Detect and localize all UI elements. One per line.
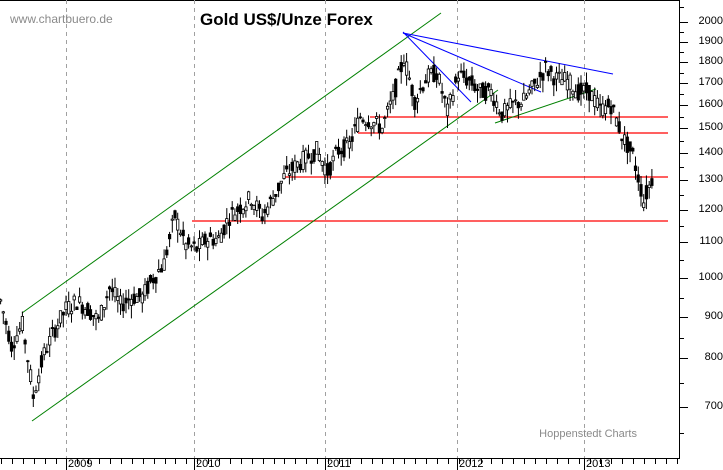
- fan-line-1: [402, 31, 472, 103]
- watermark: www.chartbuero.de: [10, 12, 113, 26]
- y-tick-label: 1900: [698, 35, 723, 47]
- y-tick-label: 2000: [698, 15, 723, 27]
- y-tick-label: 900: [704, 310, 723, 322]
- fan-line-3: [402, 32, 614, 75]
- y-tick-label: 800: [704, 351, 723, 363]
- y-tick-label: 1700: [698, 76, 723, 88]
- vertical-gridlines: [66, 0, 585, 458]
- chart-title: Gold US$/Unze Forex: [200, 10, 373, 29]
- x-tick-label-2009: 2009: [68, 458, 93, 470]
- x-axis-ticks: [1, 458, 678, 470]
- y-tick-label: 1800: [698, 55, 723, 67]
- y-tick-label: 1300: [698, 173, 723, 185]
- y-tick-label: 1500: [698, 121, 723, 133]
- y-axis-ticks: [680, 7, 688, 434]
- x-tick-label-2013: 2013: [586, 458, 611, 470]
- price-bars: [0, 53, 654, 407]
- chart-credit: Hoppenstedt Charts: [539, 428, 637, 440]
- x-tick-label-2011: 2011: [327, 458, 351, 470]
- upper-channel-line: [21, 12, 442, 314]
- x-tick-label-2012: 2012: [459, 458, 484, 470]
- y-tick-label: 1200: [698, 203, 723, 215]
- y-tick-label: 1600: [698, 98, 723, 110]
- y-tick-label: 700: [704, 400, 723, 412]
- x-tick-label-2010: 2010: [196, 458, 221, 470]
- y-tick-label: 1000: [698, 271, 723, 283]
- support-resistance-lines: [192, 116, 668, 222]
- y-tick-label: 1100: [699, 235, 723, 247]
- trend-lines: [21, 12, 614, 422]
- lower-channel-line: [31, 89, 499, 422]
- fan-line-2: [402, 32, 542, 93]
- y-tick-label: 1400: [698, 146, 723, 158]
